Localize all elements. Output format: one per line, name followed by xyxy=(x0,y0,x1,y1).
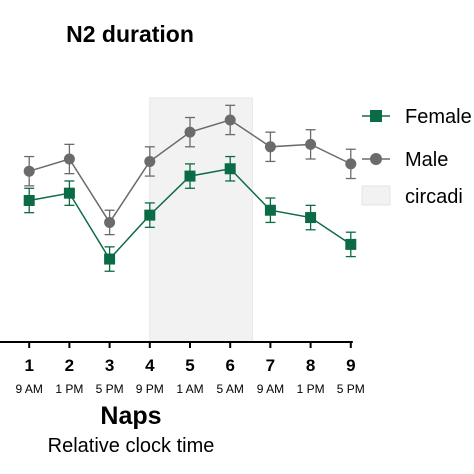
x-tick-time-label: 1 AM xyxy=(176,382,203,396)
data-point-male xyxy=(23,165,35,177)
x-tick-time-label: 9 AM xyxy=(16,382,43,396)
legend-item-male: Male xyxy=(362,149,448,171)
x-axis-label: Naps xyxy=(100,402,161,430)
x-tick-label: 6 xyxy=(225,356,234,375)
series-female xyxy=(23,155,357,272)
data-point-female xyxy=(184,170,196,182)
x-tick-label: 2 xyxy=(65,356,74,375)
data-point-male xyxy=(224,114,236,126)
x-tick-time-label: 9 AM xyxy=(257,382,284,396)
legend-item-female: Female xyxy=(362,106,472,128)
data-point-female xyxy=(264,204,276,216)
legend-circadian-label: circadi xyxy=(405,186,463,208)
data-point-male xyxy=(184,126,196,138)
x-tick-time-label: 1 PM xyxy=(297,382,325,396)
x-tick-time-label: 9 PM xyxy=(136,382,164,396)
data-point-female xyxy=(23,194,35,206)
chart-title: N2 duration xyxy=(66,21,194,47)
x-axis-ticks: 1 9 AM 2 1 PM 3 5 PM 4 9 PM 5 1 AM 6 5 AM 7 9 AM 8 1 PM… xyxy=(16,342,365,396)
series-layer xyxy=(23,104,357,272)
data-point-male xyxy=(144,155,156,167)
x-tick-label: 5 xyxy=(185,356,194,375)
x-axis-sublabel: Relative clock time xyxy=(48,435,215,457)
data-point-female xyxy=(224,163,236,175)
legend-female-marker xyxy=(370,110,382,122)
x-tick-label: 3 xyxy=(105,356,114,375)
legend: Female Male circadi xyxy=(361,106,472,208)
x-tick-label: 9 xyxy=(346,356,355,375)
x-tick-time-label: 1 PM xyxy=(55,382,83,396)
x-tick-label: 4 xyxy=(145,356,155,375)
data-point-male xyxy=(264,141,276,153)
data-point-female xyxy=(305,212,317,224)
legend-male-marker xyxy=(370,153,382,165)
legend-male-label: Male xyxy=(405,149,448,171)
data-point-female xyxy=(144,209,156,221)
x-tick-label: 7 xyxy=(266,356,275,375)
data-point-female xyxy=(104,253,116,265)
data-point-male xyxy=(104,216,116,228)
x-tick-time-label: 5 PM xyxy=(337,382,365,396)
x-tick-label: 8 xyxy=(306,356,315,375)
data-point-female xyxy=(63,187,75,199)
legend-item-circadian: circadi xyxy=(361,185,463,208)
x-tick-time-label: 5 AM xyxy=(217,382,244,396)
series-male xyxy=(23,104,357,236)
data-point-male xyxy=(345,158,357,170)
data-point-female xyxy=(345,238,357,250)
circadian-shaded-region xyxy=(149,97,253,343)
x-tick-label: 1 xyxy=(24,356,33,375)
x-tick-time-label: 5 PM xyxy=(96,382,124,396)
data-point-male xyxy=(63,153,75,165)
data-point-male xyxy=(305,138,317,150)
legend-female-label: Female xyxy=(405,106,472,128)
legend-circadian-swatch xyxy=(361,185,391,206)
